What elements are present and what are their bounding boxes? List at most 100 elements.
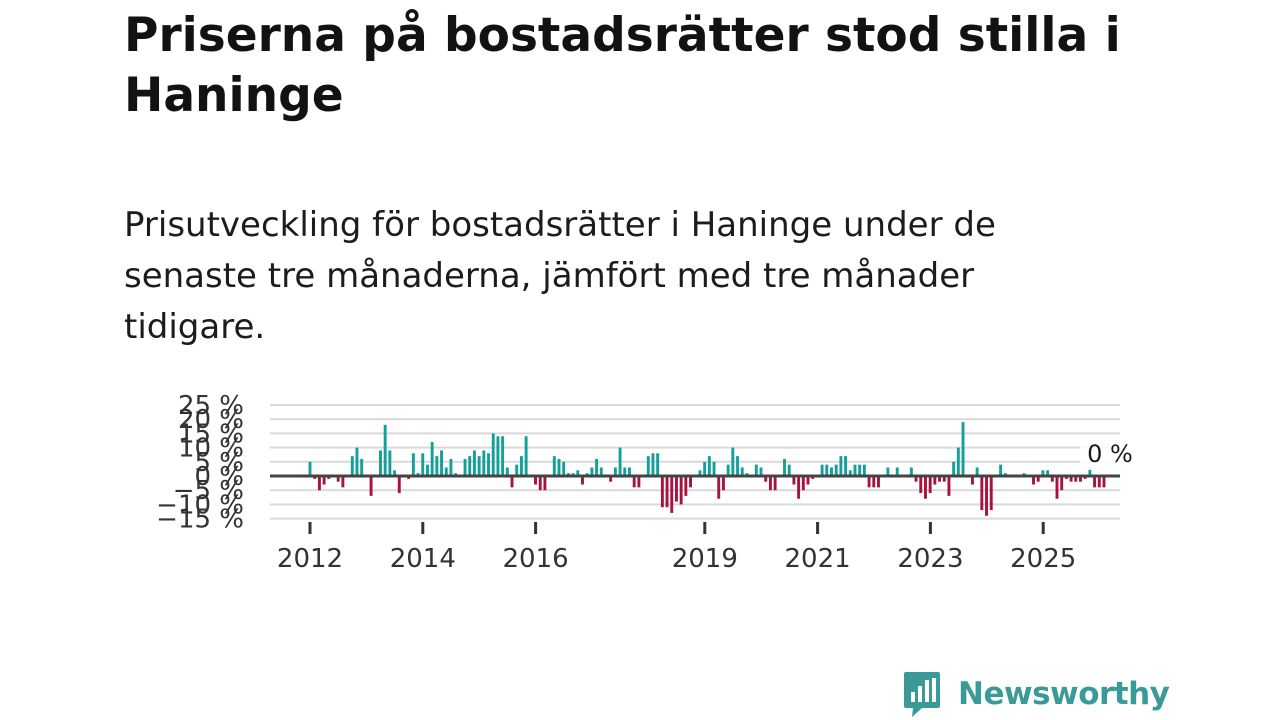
- bar: [341, 476, 345, 488]
- bar: [379, 450, 382, 476]
- bar: [721, 476, 725, 491]
- bar: [496, 436, 500, 476]
- bar: [595, 458, 599, 476]
- bar: [853, 464, 857, 476]
- bar: [1093, 476, 1097, 488]
- bar: [449, 458, 453, 476]
- bar: [848, 470, 852, 476]
- bar: [510, 476, 514, 488]
- bar: [919, 476, 923, 494]
- bar: [665, 476, 669, 508]
- bar: [590, 467, 594, 476]
- bar: [397, 476, 401, 494]
- bar: [689, 476, 692, 488]
- bar: [435, 456, 439, 476]
- bar: [956, 447, 960, 476]
- bar: [646, 456, 650, 476]
- bar: [505, 467, 509, 476]
- bar: [740, 467, 744, 476]
- x-tick-label: 2023: [897, 544, 963, 570]
- bar: [501, 436, 505, 476]
- bar: [768, 476, 772, 491]
- bar: [1036, 476, 1040, 482]
- bar: [552, 456, 556, 476]
- bar: [872, 476, 876, 488]
- bar: [938, 476, 941, 482]
- bar: [797, 476, 801, 499]
- bar: [801, 476, 805, 491]
- page-title: Priserna på bostadsrätter stod stilla i …: [124, 8, 1121, 123]
- bar: [787, 464, 791, 476]
- bar: [825, 464, 829, 476]
- bar: [684, 476, 688, 496]
- bar: [1097, 476, 1101, 488]
- y-tick-label: 25 %: [178, 391, 244, 421]
- bar: [534, 476, 537, 485]
- y-tick-label: −15 %: [156, 505, 244, 535]
- bar: [656, 453, 660, 476]
- bar: [909, 467, 913, 476]
- bar: [698, 470, 702, 476]
- bar: [308, 461, 312, 476]
- bar: [970, 476, 974, 485]
- bar: [792, 476, 796, 485]
- bar: [468, 456, 472, 476]
- bar: [717, 476, 721, 499]
- bar: [924, 476, 927, 499]
- bar: [952, 461, 956, 476]
- bar: [487, 453, 490, 476]
- bar: [463, 458, 467, 476]
- bar: [444, 467, 448, 476]
- bar: [562, 461, 566, 476]
- bar: [985, 476, 988, 516]
- bar: [1069, 476, 1073, 482]
- bar: [1041, 470, 1045, 476]
- bar: [947, 476, 951, 496]
- bar: [933, 476, 937, 485]
- bar: [609, 476, 613, 482]
- bar: [599, 467, 603, 476]
- bar: [632, 476, 636, 488]
- bar: [322, 476, 326, 485]
- bar: [830, 467, 833, 476]
- axes: [270, 474, 1120, 534]
- bar: [806, 476, 810, 485]
- bar: [895, 467, 899, 476]
- bar: [515, 464, 519, 476]
- bar: [628, 467, 631, 476]
- bar: [369, 476, 373, 496]
- last-value-label: 0 %: [1087, 440, 1133, 468]
- bar: [1050, 476, 1054, 482]
- bar: [524, 436, 528, 476]
- bar: [426, 464, 429, 476]
- bar: [472, 450, 476, 476]
- x-tick-label: 2025: [1010, 544, 1076, 570]
- bar: [754, 464, 758, 476]
- bar: [707, 456, 711, 476]
- bar: [393, 470, 397, 476]
- brand-name: Newsworthy: [958, 676, 1170, 712]
- bar: [1046, 470, 1050, 476]
- bar: [1074, 476, 1078, 482]
- bar: [651, 453, 655, 476]
- bar: [557, 458, 561, 476]
- x-tick-label: 2016: [503, 544, 569, 570]
- bar: [637, 476, 641, 488]
- bar: [877, 476, 880, 488]
- bar: [576, 470, 580, 476]
- bar: [660, 476, 664, 508]
- bar: [336, 476, 340, 482]
- bar: [618, 447, 622, 476]
- y-tick-label: 0 %: [194, 462, 244, 492]
- y-tick-label: 10 %: [178, 434, 244, 464]
- bar: [482, 450, 486, 476]
- bar: [519, 456, 523, 476]
- y-tick-label: −5 %: [173, 476, 244, 506]
- bar: [961, 422, 965, 476]
- y-tick-label: 5 %: [194, 448, 244, 478]
- bar: [477, 456, 481, 476]
- bar: [613, 467, 617, 476]
- bar: [773, 476, 777, 491]
- bar: [679, 476, 683, 505]
- bar: [989, 476, 993, 511]
